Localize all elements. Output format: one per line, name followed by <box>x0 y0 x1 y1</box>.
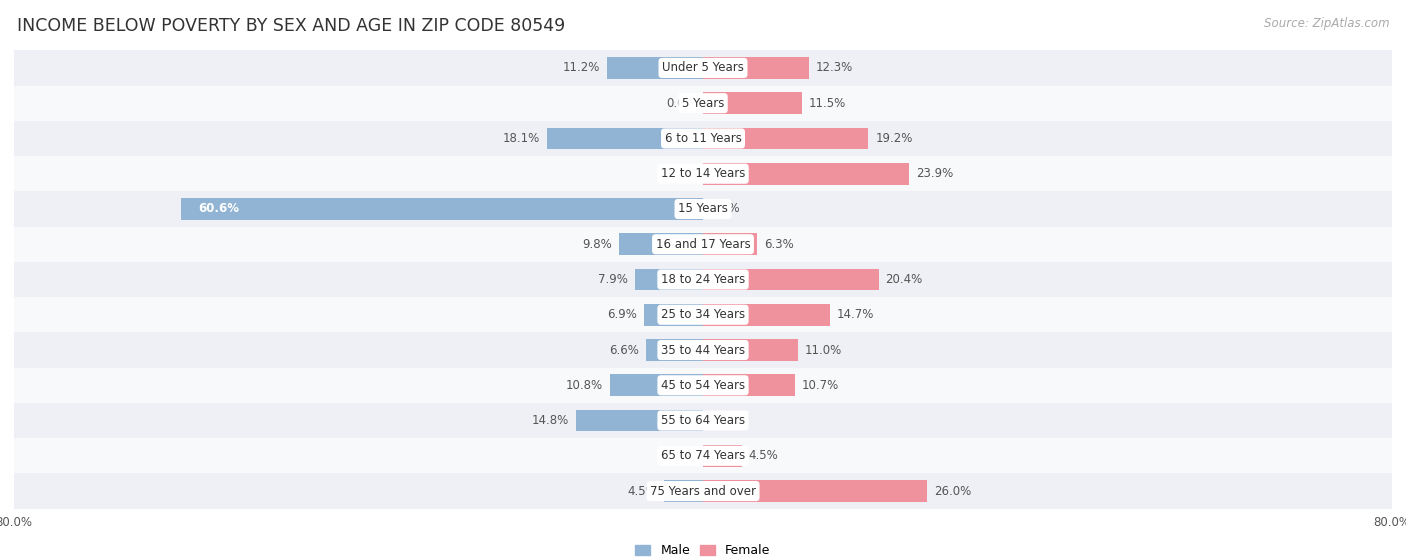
Text: 11.0%: 11.0% <box>804 344 842 357</box>
Text: 75 Years and over: 75 Years and over <box>650 485 756 498</box>
Bar <box>636 268 703 291</box>
Text: 15 Years: 15 Years <box>678 202 728 215</box>
Text: INCOME BELOW POVERTY BY SEX AND AGE IN ZIP CODE 80549: INCOME BELOW POVERTY BY SEX AND AGE IN Z… <box>17 17 565 35</box>
Text: 7.9%: 7.9% <box>598 273 628 286</box>
Text: 4.5%: 4.5% <box>748 449 779 462</box>
Text: 6.3%: 6.3% <box>763 238 794 251</box>
Text: 11.5%: 11.5% <box>808 97 846 110</box>
Text: 0.0%: 0.0% <box>710 414 740 427</box>
Text: 0.0%: 0.0% <box>666 97 696 110</box>
Text: 14.7%: 14.7% <box>837 308 875 321</box>
Bar <box>703 445 742 467</box>
Bar <box>703 375 796 396</box>
Bar <box>14 438 1392 473</box>
Bar <box>14 368 1392 403</box>
Text: 9.8%: 9.8% <box>582 238 612 251</box>
Bar <box>14 121 1392 156</box>
Bar <box>14 226 1392 262</box>
Bar <box>14 473 1392 509</box>
Text: 6.9%: 6.9% <box>607 308 637 321</box>
Bar <box>547 127 703 149</box>
Bar <box>664 480 703 502</box>
Bar <box>14 333 1392 368</box>
Bar <box>14 262 1392 297</box>
Text: 23.9%: 23.9% <box>915 167 953 180</box>
Bar <box>703 480 927 502</box>
Bar <box>703 127 869 149</box>
Text: 14.8%: 14.8% <box>531 414 568 427</box>
Text: Under 5 Years: Under 5 Years <box>662 61 744 74</box>
Text: 11.2%: 11.2% <box>562 61 599 74</box>
Bar <box>703 304 830 326</box>
Bar <box>703 57 808 79</box>
Bar <box>14 297 1392 333</box>
Text: 10.7%: 10.7% <box>801 379 839 392</box>
Text: 0.0%: 0.0% <box>666 449 696 462</box>
Text: 55 to 64 Years: 55 to 64 Years <box>661 414 745 427</box>
Text: 6 to 11 Years: 6 to 11 Years <box>665 132 741 145</box>
Text: 12 to 14 Years: 12 to 14 Years <box>661 167 745 180</box>
Text: 25 to 34 Years: 25 to 34 Years <box>661 308 745 321</box>
Bar <box>610 375 703 396</box>
Bar <box>575 410 703 432</box>
Bar <box>14 50 1392 86</box>
Bar <box>606 57 703 79</box>
Text: 6.6%: 6.6% <box>609 344 640 357</box>
Bar <box>619 233 703 255</box>
Text: 18.1%: 18.1% <box>503 132 540 145</box>
Bar <box>703 268 879 291</box>
Text: Source: ZipAtlas.com: Source: ZipAtlas.com <box>1264 17 1389 30</box>
Bar <box>14 191 1392 226</box>
Text: 5 Years: 5 Years <box>682 97 724 110</box>
Text: 18 to 24 Years: 18 to 24 Years <box>661 273 745 286</box>
Bar <box>14 156 1392 191</box>
Text: 4.5%: 4.5% <box>627 485 658 498</box>
Text: 26.0%: 26.0% <box>934 485 972 498</box>
Bar <box>703 339 797 361</box>
Text: 20.4%: 20.4% <box>886 273 922 286</box>
Bar <box>14 403 1392 438</box>
Bar <box>14 86 1392 121</box>
Bar <box>703 92 801 114</box>
Text: 45 to 54 Years: 45 to 54 Years <box>661 379 745 392</box>
Bar <box>703 233 758 255</box>
Bar <box>644 304 703 326</box>
Text: 19.2%: 19.2% <box>875 132 912 145</box>
Text: 65 to 74 Years: 65 to 74 Years <box>661 449 745 462</box>
Text: 0.0%: 0.0% <box>666 167 696 180</box>
Text: 0.0%: 0.0% <box>710 202 740 215</box>
Text: 35 to 44 Years: 35 to 44 Years <box>661 344 745 357</box>
Text: 60.6%: 60.6% <box>198 202 239 215</box>
Bar <box>181 198 703 220</box>
Bar <box>703 163 908 184</box>
Text: 16 and 17 Years: 16 and 17 Years <box>655 238 751 251</box>
Text: 10.8%: 10.8% <box>567 379 603 392</box>
Text: 12.3%: 12.3% <box>815 61 853 74</box>
Legend: Male, Female: Male, Female <box>636 544 770 557</box>
Bar <box>647 339 703 361</box>
